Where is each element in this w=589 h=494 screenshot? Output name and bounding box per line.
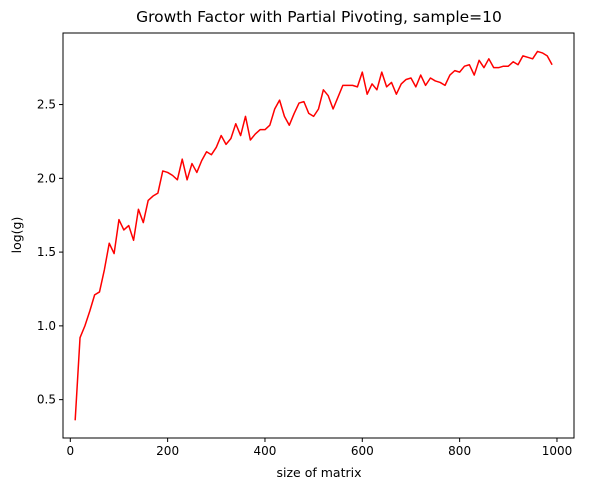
y-tick-label: 2.5 bbox=[37, 98, 56, 112]
y-tick-label: 1.0 bbox=[37, 319, 56, 333]
series-line bbox=[74, 50, 553, 421]
x-tick-label: 600 bbox=[351, 444, 374, 458]
x-tick-label: 400 bbox=[254, 444, 277, 458]
x-tick-label: 800 bbox=[448, 444, 471, 458]
y-tick-label: 2.0 bbox=[37, 171, 56, 185]
series-group bbox=[74, 50, 553, 421]
y-axis-ticks: 0.5 1.0 1.5 2.0 2.5 bbox=[37, 98, 63, 407]
y-axis-label: log(g) bbox=[9, 217, 24, 254]
y-tick-label: 1.5 bbox=[37, 245, 56, 259]
y-tick-label: 0.5 bbox=[37, 393, 56, 407]
x-tick-label: 0 bbox=[66, 444, 74, 458]
x-axis-ticks: 0 200 400 600 800 1000 bbox=[66, 438, 572, 458]
chart-title: Growth Factor with Partial Pivoting, sam… bbox=[136, 8, 502, 26]
plot-area-frame bbox=[62, 32, 575, 439]
x-tick-label: 200 bbox=[156, 444, 179, 458]
x-axis-label: size of matrix bbox=[277, 465, 362, 480]
x-tick-label: 1000 bbox=[542, 444, 573, 458]
